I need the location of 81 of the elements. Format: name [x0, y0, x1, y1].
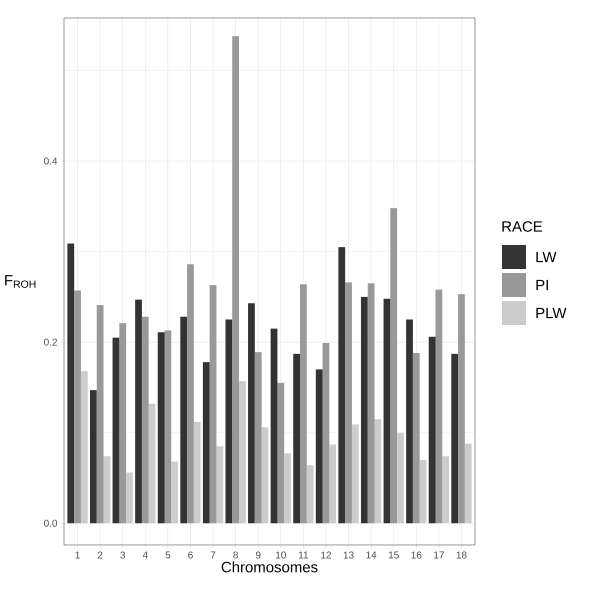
x-tick-label: 17 [434, 552, 444, 558]
y-tick-label: 0.4 [44, 158, 58, 165]
bar [384, 298, 390, 524]
bar [225, 320, 232, 524]
bar [451, 354, 458, 524]
bar [158, 332, 164, 524]
bar [171, 462, 178, 524]
bar [368, 283, 375, 524]
bar [390, 208, 398, 524]
bar [277, 382, 284, 524]
bar [329, 444, 336, 524]
bar [112, 338, 120, 524]
x-tick-label: 8 [233, 552, 238, 559]
bar [300, 284, 307, 524]
bar [180, 316, 188, 524]
bar [104, 456, 110, 524]
bar [164, 330, 172, 524]
bar [293, 354, 300, 524]
bar [126, 472, 133, 524]
y-tick-label: 0.0 [44, 520, 58, 527]
x-tick-label: 16 [412, 552, 422, 559]
bar [254, 352, 262, 524]
bar [135, 300, 142, 524]
legend-label: LW [536, 252, 556, 262]
legend-title: RACE [502, 221, 542, 232]
bar [216, 446, 224, 524]
bar [306, 465, 314, 524]
bar [210, 285, 216, 524]
bar [74, 290, 81, 524]
bar [322, 343, 330, 524]
x-tick-label: 13 [344, 552, 354, 559]
bar [338, 247, 346, 524]
bar [352, 424, 359, 524]
bar [202, 362, 210, 524]
bar [345, 282, 352, 524]
bar [187, 264, 194, 524]
bar [406, 320, 413, 524]
x-tick-label: 10 [276, 552, 286, 559]
x-tick-label: 7 [210, 552, 216, 558]
x-axis-title: Chromosomes [222, 561, 318, 572]
bar [80, 371, 88, 524]
bar [374, 419, 382, 524]
x-tick-label: 5 [166, 552, 170, 558]
x-tick-label: 14 [366, 552, 376, 558]
bar [194, 422, 201, 524]
x-tick-label: 6 [188, 552, 193, 559]
bar [67, 243, 74, 524]
bar [248, 303, 255, 524]
bar [262, 427, 268, 524]
x-tick-label: 9 [256, 552, 261, 559]
bar [90, 390, 97, 524]
x-tick-label: 15 [388, 552, 399, 558]
bar [412, 353, 420, 524]
bar [428, 336, 436, 524]
x-tick-label: 18 [456, 552, 467, 559]
x-tick-label: 4 [142, 552, 148, 558]
bar [284, 454, 291, 524]
x-tick-label: 12 [321, 552, 332, 558]
bar [464, 444, 472, 524]
bar [232, 36, 240, 524]
legend-label: PI [536, 280, 548, 290]
bar [148, 404, 156, 524]
y-axis-title: F$_{ROH}$ [5, 275, 36, 288]
y-tick-label: 0.2 [44, 338, 57, 346]
legend-label: PLW [536, 308, 566, 318]
bar [360, 296, 368, 524]
bar [435, 290, 442, 524]
bar [239, 381, 246, 524]
bar [270, 328, 278, 524]
x-tick-label: 3 [120, 552, 126, 559]
bar [316, 369, 323, 524]
bar [119, 323, 126, 524]
x-tick-label: 11 [298, 552, 308, 558]
bar [442, 456, 450, 524]
bar [142, 316, 149, 524]
x-tick-label: 1 [76, 552, 80, 558]
bar [397, 432, 404, 524]
bar [96, 305, 104, 524]
bar [420, 460, 426, 524]
x-tick-label: 2 [98, 552, 102, 558]
bar [458, 294, 465, 524]
